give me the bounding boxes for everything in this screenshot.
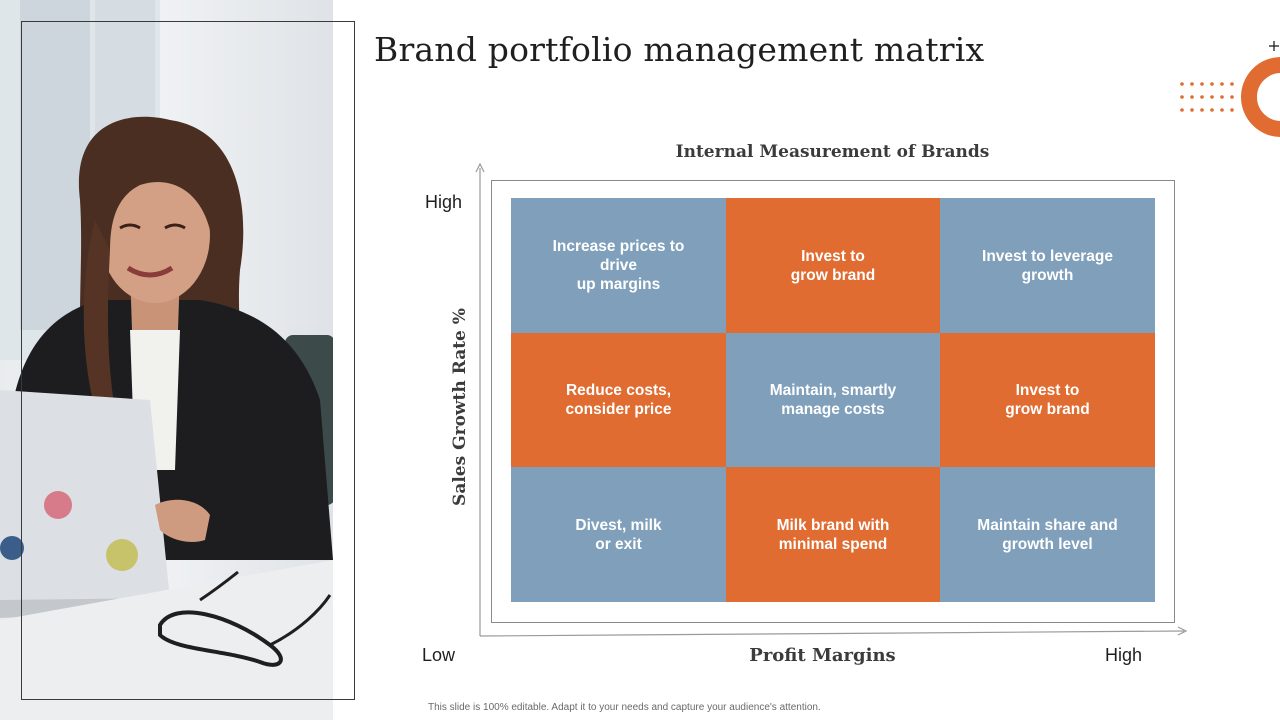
- matrix-cell-high-mid: Invest to grow brand: [726, 198, 940, 333]
- x-axis-low-label: Low: [422, 645, 456, 665]
- matrix-cell-high-high: Invest to leverage growth: [940, 198, 1155, 333]
- matrix-cell-low-low: Divest, milk or exit: [511, 467, 726, 602]
- decorative-graphic: [1170, 36, 1280, 146]
- matrix-cell-mid-mid: Maintain, smartly manage costs: [726, 333, 940, 467]
- matrix-cell-high-low: Increase prices to drive up margins: [511, 198, 726, 333]
- x-axis-label: Profit Margins: [749, 645, 896, 666]
- slide-title: Brand portfolio management matrix: [374, 30, 985, 69]
- ring-icon: [1241, 57, 1280, 137]
- dot-grid-icon: [1180, 82, 1234, 112]
- hero-photo: [0, 0, 333, 720]
- y-axis-label: Sales Growth Rate %: [450, 308, 470, 506]
- matrix-title: Internal Measurement of Brands: [675, 142, 990, 162]
- footer-note: This slide is 100% editable. Adapt it to…: [428, 702, 821, 713]
- matrix-axes: [475, 162, 1188, 637]
- matrix-cell-low-mid: Milk brand with minimal spend: [726, 467, 940, 602]
- matrix-cell-mid-high: Invest to grow brand: [940, 333, 1155, 467]
- matrix-cell-mid-low: Reduce costs, consider price: [511, 333, 726, 467]
- matrix-grid: Increase prices to drive up margins Inve…: [511, 198, 1155, 602]
- matrix-cell-low-high: Maintain share and growth level: [940, 467, 1155, 602]
- x-axis-high-label: High: [1105, 645, 1143, 665]
- y-axis-high-label: High: [425, 192, 463, 212]
- woman-with-laptop-image: [0, 0, 333, 720]
